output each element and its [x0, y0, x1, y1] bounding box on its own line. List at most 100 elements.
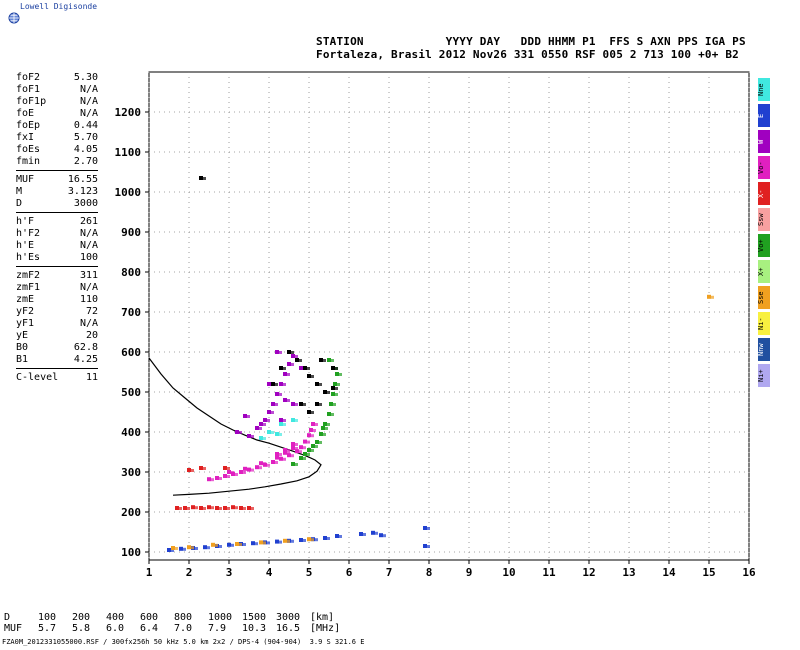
y-tick-label: 900 [121, 226, 141, 239]
echo-point [423, 544, 427, 548]
echo-point [247, 506, 251, 510]
x-tick-label: 16 [742, 566, 756, 579]
echo-point [287, 451, 290, 455]
echo-point [271, 382, 275, 386]
echo-point [215, 476, 219, 480]
echo-point [267, 463, 270, 467]
param-value: N/A [79, 96, 98, 107]
muf-cell: 400 [106, 612, 125, 623]
echo-point [331, 392, 335, 396]
param-value: 2.70 [73, 156, 98, 167]
param-group-confidence: C-level 11 [16, 372, 98, 384]
echo-point [327, 391, 330, 394]
polarization-legend: Nne E W Vo- X- Ssw Vo+ X+ Sse Ni- Nnw Ni+ [758, 78, 770, 390]
echo-point [303, 457, 306, 460]
param-label: foF1 [16, 84, 41, 95]
param-value: N/A [79, 108, 98, 119]
echo-point [319, 358, 323, 362]
echo-point [247, 434, 251, 438]
echo-point [291, 446, 295, 450]
param-label: fmin [16, 156, 41, 167]
param-row: h'F2 N/A [16, 228, 98, 240]
echo-point [291, 363, 294, 366]
param-row: foF2 5.30 [16, 72, 98, 84]
param-group-profile: zmF2 311 zmF1 N/A zmE 110 yF2 72 yF1 N/A yE 20 B0 62.… [16, 270, 98, 366]
param-label: D [16, 198, 23, 209]
echo-point [295, 447, 298, 450]
param-row: B1 4.25 [16, 354, 98, 366]
param-row: foE N/A [16, 108, 98, 120]
echo-point [267, 419, 270, 422]
echo-point [335, 387, 338, 390]
echo-point [327, 412, 331, 416]
echo-point [259, 427, 262, 430]
x-tick-label: 9 [466, 566, 473, 579]
param-value: 62.8 [73, 342, 98, 353]
echo-point [203, 177, 206, 180]
echo-point [199, 506, 203, 510]
echo-point [331, 386, 335, 390]
echo-point [219, 477, 222, 480]
echo-point [219, 545, 222, 548]
echo-point [295, 419, 298, 422]
echo-point [331, 413, 334, 416]
echo-point [275, 383, 278, 386]
echo-point [291, 462, 295, 466]
echo-point [307, 537, 311, 542]
echo-point [307, 448, 311, 452]
echo-point [223, 474, 227, 478]
legend-item: Vo- [758, 156, 770, 179]
echo-point [199, 176, 203, 180]
param-value: 11 [85, 372, 98, 383]
echo-point [323, 433, 326, 436]
param-row: D 3000 [16, 198, 98, 210]
echo-point [223, 466, 227, 470]
echo-point [283, 367, 286, 370]
y-tick-label: 1100 [115, 146, 142, 159]
echo-point [335, 372, 339, 376]
echo-point [263, 423, 266, 426]
divider [16, 212, 98, 213]
echo-point [311, 538, 314, 542]
echo-point [315, 402, 319, 406]
echo-point [303, 446, 306, 450]
echo-point [307, 453, 310, 456]
echo-point [295, 449, 299, 454]
echo-point [211, 542, 215, 547]
param-value: N/A [79, 84, 98, 95]
param-value: 3.123 [67, 186, 98, 197]
echo-point [291, 354, 295, 358]
param-label: M [16, 186, 23, 197]
scaled-parameters: foF2 5.30 foF1 N/A foF1p N/A foE N/A foEp 0.44 fxI… [16, 72, 98, 384]
echo-point [299, 445, 303, 450]
echo-point [231, 543, 234, 547]
echo-point [333, 403, 336, 406]
param-row: foF1p N/A [16, 96, 98, 108]
param-label: h'F [16, 216, 35, 227]
echo-point [711, 295, 714, 299]
echo-point [243, 507, 246, 510]
param-group-frequencies: foF2 5.30 foF1 N/A foF1p N/A foE N/A foEp 0.44 fxI… [16, 72, 98, 168]
legend-item: W [758, 130, 770, 153]
echo-point [167, 548, 171, 552]
param-label: zmE [16, 294, 35, 305]
muf-unit: [MHz] [310, 623, 341, 634]
x-tick-label: 2 [186, 566, 193, 579]
x-tick-label: 11 [542, 566, 556, 579]
echo-point [291, 351, 294, 354]
echo-point [319, 403, 322, 406]
echo-point [295, 463, 298, 466]
echo-point [211, 506, 214, 510]
muf-cell: 100 [38, 612, 57, 623]
param-label: yF2 [16, 306, 35, 317]
legend-item: X+ [758, 260, 770, 283]
distance-row: D 100 200 400 600 800 1000 1500 3000 [km] [4, 612, 360, 623]
param-label: B1 [16, 354, 29, 365]
echo-point [371, 530, 375, 535]
x-tick-label: 8 [426, 566, 433, 579]
echo-point [259, 436, 263, 440]
globe-icon [8, 12, 20, 24]
legend-item: Ni+ [758, 364, 770, 387]
echo-point [255, 542, 258, 546]
echo-point [175, 547, 178, 550]
